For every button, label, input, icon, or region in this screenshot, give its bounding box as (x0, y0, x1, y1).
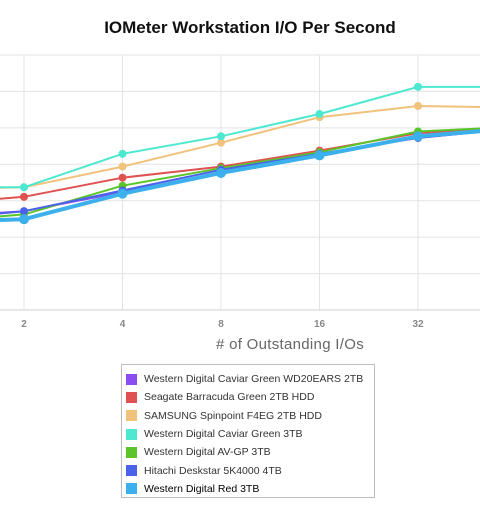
series-4 (0, 82, 480, 192)
legend-item[interactable]: Seagate Barracuda Green 2TB HDD (126, 388, 374, 406)
legend-swatch (126, 410, 137, 422)
x-axis-label: # of Outstanding I/Os (215, 336, 365, 353)
legend-item[interactable]: SAMSUNG Spinpoint F4EG 2TB HDD (126, 407, 374, 425)
legend-swatch (126, 446, 137, 458)
legend-swatch (126, 373, 137, 385)
series-3 (0, 102, 480, 192)
data-point[interactable] (20, 207, 28, 216)
data-point[interactable] (216, 167, 226, 178)
series-layer (0, 82, 480, 225)
data-point[interactable] (118, 162, 127, 171)
grid (0, 54, 480, 311)
data-point[interactable] (314, 150, 325, 161)
series-line (0, 129, 480, 222)
legend-label: Western Digital Caviar Green 3TB (144, 428, 303, 441)
data-point[interactable] (19, 214, 29, 225)
data-point[interactable] (217, 132, 225, 141)
data-point[interactable] (217, 138, 225, 147)
series-7 (0, 129, 480, 225)
x-tick-label: 4 (120, 319, 126, 330)
series-line (0, 130, 480, 214)
legend-label: Seagate Barracuda Green 2TB HDD (144, 391, 315, 404)
data-point[interactable] (20, 192, 28, 201)
x-tick-labels: 2 4 8 16 32 (21, 319, 424, 330)
data-point[interactable] (414, 82, 422, 91)
legend-item[interactable]: Western Digital Caviar Green WD20EARS 2T… (126, 370, 374, 388)
x-tick-label: 16 (314, 319, 326, 330)
x-tick-label: 2 (21, 319, 27, 330)
legend-swatch (126, 391, 137, 403)
x-tick-label: 8 (218, 319, 224, 330)
legend-swatch (126, 483, 137, 495)
data-point[interactable] (20, 183, 28, 192)
data-point[interactable] (414, 102, 422, 110)
legend-swatch (126, 465, 137, 477)
legend-item[interactable]: Western Digital Red 3TB (126, 480, 374, 498)
legend-item[interactable]: Hitachi Deskstar 5K4000 4TB (126, 461, 374, 479)
legend-swatch (126, 428, 137, 440)
chart-title: IOMeter Workstation I/O Per Second (104, 18, 396, 37)
data-point[interactable] (413, 131, 423, 142)
data-point[interactable] (315, 109, 324, 118)
data-point[interactable] (118, 149, 127, 158)
legend-item[interactable]: Western Digital AV-GP 3TB (126, 443, 374, 461)
line-chart: 2 4 8 16 32 (0, 54, 480, 330)
legend-label: SAMSUNG Spinpoint F4EG 2TB HDD (144, 409, 322, 422)
legend: Western Digital Caviar Green WD20EARS 2T… (121, 364, 375, 498)
legend-label: Western Digital Red 3TB (144, 482, 260, 495)
legend-label: Western Digital AV-GP 3TB (144, 446, 271, 459)
series-line (0, 105, 480, 189)
legend-label: Western Digital Caviar Green WD20EARS 2T… (144, 373, 364, 386)
legend-item[interactable]: Western Digital Caviar Green 3TB (126, 425, 374, 443)
data-point[interactable] (117, 188, 128, 199)
data-point[interactable] (118, 173, 127, 182)
x-tick-label: 32 (412, 319, 424, 330)
legend-label: Hitachi Deskstar 5K4000 4TB (144, 464, 282, 477)
